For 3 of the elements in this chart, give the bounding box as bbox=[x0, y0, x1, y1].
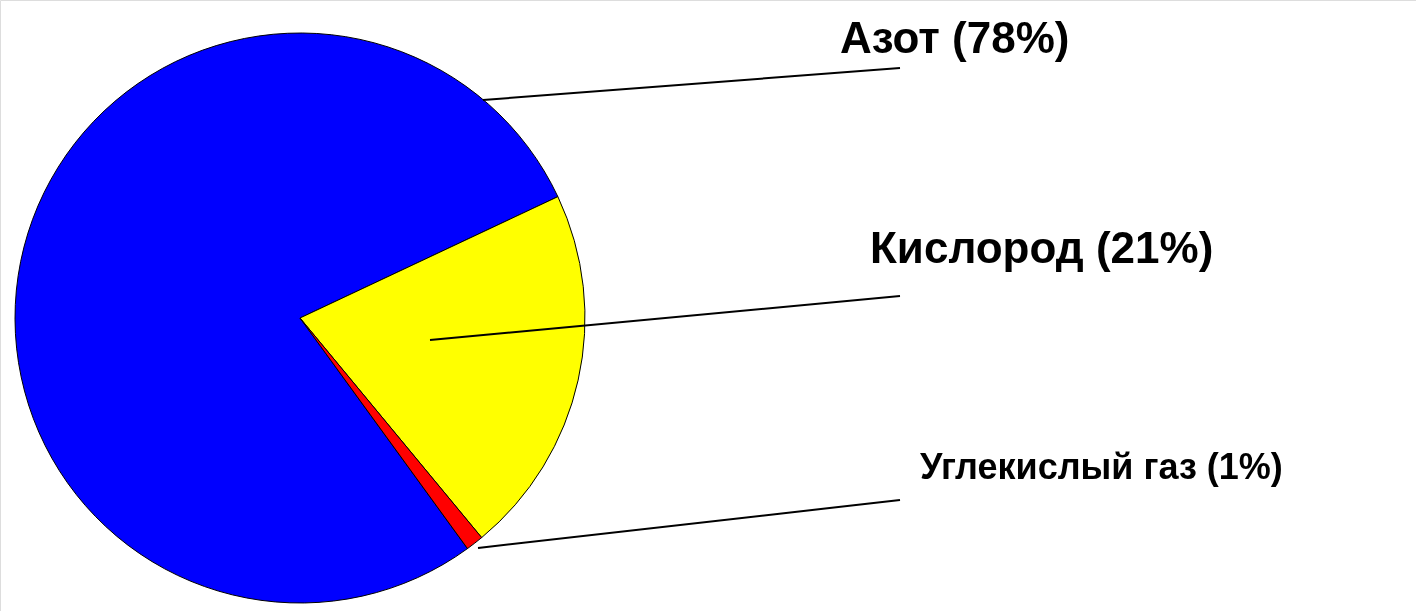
slice-label: Кислород (21%) bbox=[870, 223, 1214, 272]
slice-label: Азот (78%) bbox=[840, 13, 1070, 62]
slice-label: Углекислый газ (1%) bbox=[920, 446, 1283, 487]
